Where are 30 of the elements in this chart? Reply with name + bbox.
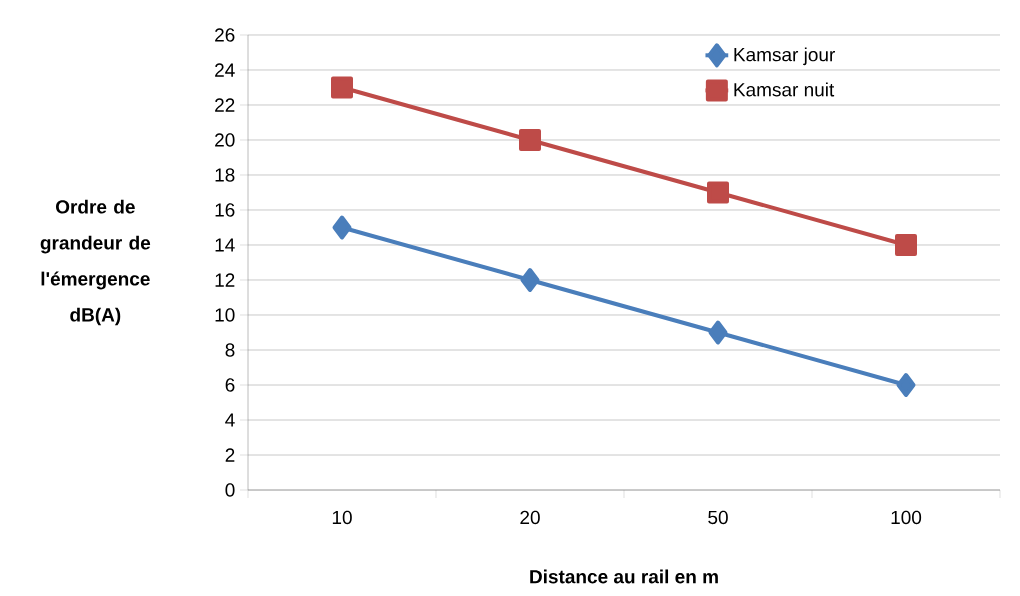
x-tick-label: 20 (520, 510, 540, 525)
point (895, 234, 917, 256)
y-tick-label: 24 (215, 63, 235, 77)
y-tick-label: 22 (215, 98, 235, 112)
y-axis-title: Ordre de grandeur de l'émergence dB(A) (40, 199, 151, 326)
y-tick-label: 18 (215, 168, 235, 182)
y-tick-label: 10 (215, 308, 235, 322)
legend-label: Kamsar nuit (734, 82, 835, 97)
y-tick-label: 16 (215, 203, 235, 217)
point (331, 76, 353, 99)
y-tick-label: 4 (225, 413, 235, 427)
point (707, 181, 729, 204)
y-tick-label: 6 (225, 378, 235, 392)
point (332, 215, 352, 240)
y-tick-label: 12 (215, 273, 235, 287)
y-tick-label: 14 (215, 238, 235, 252)
y-tick-label: 20 (215, 133, 235, 147)
point (519, 128, 541, 151)
point (896, 373, 916, 397)
x-tick-label: 50 (708, 510, 728, 525)
legend-label: Kamsar jour (734, 47, 835, 66)
y-tick-label: 8 (225, 343, 235, 357)
y-tick-label: 26 (215, 28, 235, 42)
x-axis-title: Distance au rail en m (530, 569, 718, 584)
x-tick-label: 100 (891, 510, 922, 525)
x-tick-label: 10 (332, 510, 352, 525)
y-tick-label: 2 (225, 448, 235, 462)
point (708, 320, 728, 345)
point (520, 268, 540, 292)
y-tick-label: 0 (225, 483, 235, 497)
